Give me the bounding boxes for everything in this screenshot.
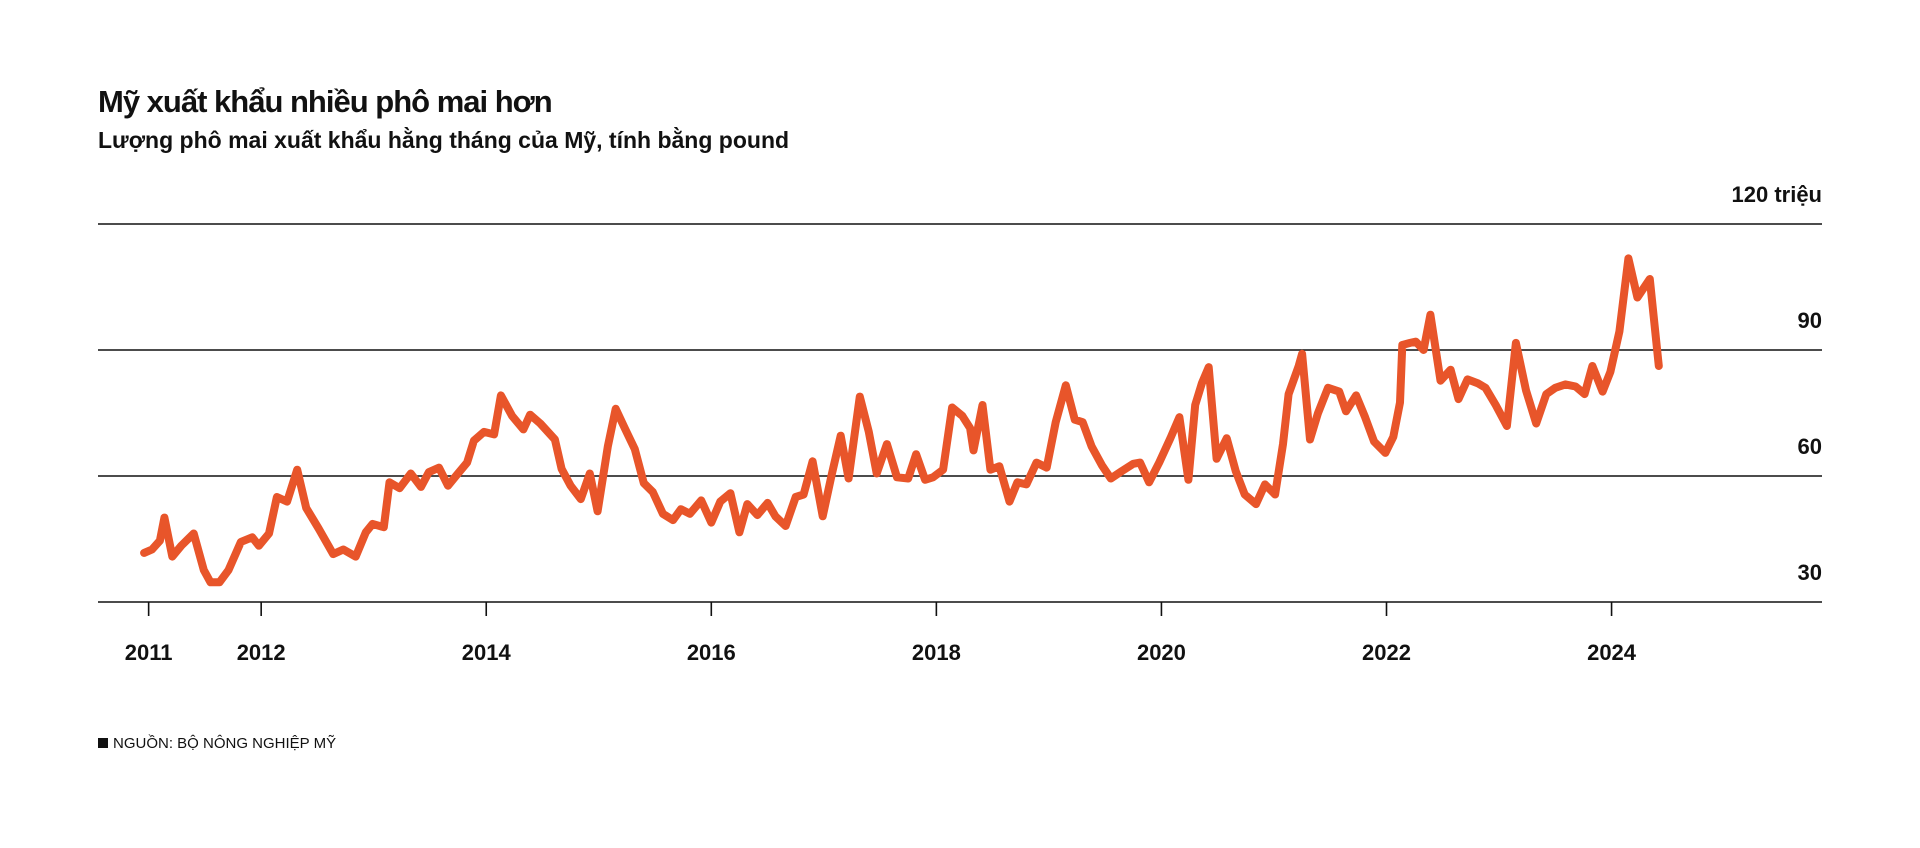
source-marker (98, 738, 108, 748)
y-tick-label: 60 (1798, 434, 1822, 459)
chart-subtitle: Lượng phô mai xuất khẩu hằng tháng của M… (98, 126, 789, 153)
y-tick-label: 90 (1798, 308, 1822, 333)
x-tick-label: 2020 (1137, 640, 1186, 665)
x-tick-label: 2016 (687, 640, 736, 665)
x-tick-label: 2024 (1587, 640, 1637, 665)
data-line (140, 254, 1663, 587)
y-tick-label: 120 triệu (1732, 182, 1823, 207)
x-tick-label: 2022 (1362, 640, 1411, 665)
source: NGUỒN: BỘ NÔNG NGHIỆP MỸ (113, 734, 336, 752)
y-tick-label: 30 (1798, 560, 1822, 585)
chart-title: Mỹ xuất khẩu nhiều phô mai hơn (98, 84, 552, 119)
x-tick-label: 2011 (125, 640, 173, 665)
x-tick-label: 2012 (237, 640, 286, 665)
x-tick-label: 2014 (462, 640, 512, 665)
x-tick-label: 2018 (912, 640, 961, 665)
